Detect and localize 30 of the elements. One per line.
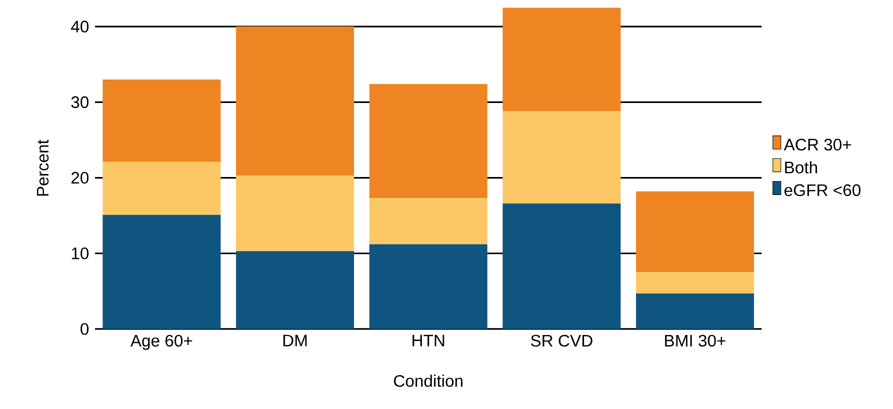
bar xyxy=(102,214,221,329)
bar xyxy=(236,26,354,176)
x-tick-label: DM xyxy=(283,334,307,346)
bar xyxy=(369,198,488,244)
legend-label: eGFR <60 xyxy=(784,184,860,196)
bar xyxy=(369,84,488,198)
legend-label: Both xyxy=(785,161,817,174)
bar xyxy=(502,111,621,204)
bar xyxy=(102,162,221,215)
y-tick-label: 20 xyxy=(71,172,89,184)
bar xyxy=(236,176,354,252)
x-tick-label: Age 60+ xyxy=(130,334,192,350)
bar xyxy=(636,272,754,294)
x-tick-label: BMI 30+ xyxy=(665,334,726,347)
x-tick-label: SR CVD xyxy=(530,334,592,347)
bar xyxy=(502,8,621,112)
bar xyxy=(102,79,221,162)
y-axis-title: Percent xyxy=(36,140,49,196)
x-tick-label: HTN xyxy=(412,334,444,346)
bar xyxy=(636,293,754,329)
bar xyxy=(502,203,621,329)
y-tick-label: 10 xyxy=(72,247,89,260)
x-axis-title: Condition xyxy=(394,374,462,387)
y-tick-label: 0 xyxy=(80,323,89,335)
y-tick-label: 30 xyxy=(71,96,89,108)
bar xyxy=(636,191,754,272)
legend-label: ACR 30+ xyxy=(784,138,852,151)
bar xyxy=(236,251,354,329)
y-tick-label: 40 xyxy=(71,20,89,32)
bar xyxy=(369,244,488,329)
